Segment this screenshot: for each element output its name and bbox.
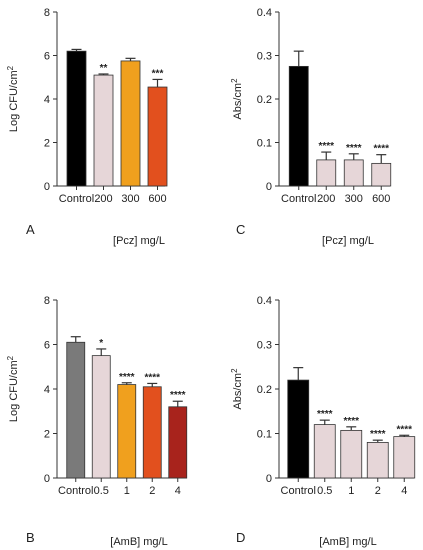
panel-b-x-tick-label: 4	[175, 485, 181, 497]
panel-a-x-tick-label: Control	[59, 193, 94, 205]
panel-b-y-axis-label: Log CFU/cm2	[6, 355, 21, 422]
panel-d-y-tick-label: 0.1	[257, 429, 272, 441]
panel-b-x-tick-label: 0.5	[94, 485, 109, 497]
panel-d-y-tick-label: 0.2	[257, 384, 272, 396]
panel-c-y-tick-label: 0.3	[257, 51, 272, 63]
panel-b-y-tick-label: 2	[44, 429, 50, 441]
panel-d-bar	[287, 379, 310, 479]
panel-a-bar	[120, 60, 141, 187]
panel-c-letter: C	[236, 222, 245, 237]
panel-c-y-axis-label: Abs/cm2	[230, 78, 245, 120]
panel-a-y-tick-label: 2	[44, 138, 50, 150]
panel-d-x-tick-label: 2	[375, 485, 381, 497]
panel-d-x-tick-label: Control	[281, 485, 316, 497]
panel-d-x-tick-label: 1	[348, 485, 354, 497]
panel-b-y-tick-label: 6	[44, 340, 50, 352]
panel-b-y-tick-label: 0	[44, 473, 50, 485]
panel-a-significance-label: ***	[152, 68, 164, 79]
panel-b-letter: B	[26, 530, 35, 545]
panel-b-plot: 0 2 4 6 8 Log CFU/cm2 Control * 0.5 **** 1 **** 2 ***…	[6, 295, 188, 497]
panel-b-x-tick-label: Control	[58, 485, 93, 497]
panel-a-x-tick-label: 300	[121, 193, 139, 205]
panel-a-x-tick-label: 600	[148, 193, 166, 205]
panel-b-y-axis-label-sup: 2	[6, 355, 15, 360]
panel-c-y-tick-label: 0.4	[257, 7, 272, 19]
panel-d-significance-label: ****	[370, 429, 386, 440]
panel-c-bar	[343, 159, 364, 187]
panel-b-bar	[168, 406, 188, 479]
panel-d-y-axis-label: Abs/cm2	[230, 368, 245, 410]
panel-d-xlabel: [AmB] mg/L	[319, 536, 376, 548]
panel-a-bar	[66, 50, 87, 187]
panel-d-y-axis-label-sup: 2	[230, 368, 239, 373]
panel-c-significance-label: ****	[373, 144, 389, 155]
panel-b-significance-label: ****	[144, 372, 160, 383]
panel-d-letter: D	[236, 530, 245, 545]
panel-c: 0 0.1 0.2 0.3 0.4 Abs/cm2 Control **** 200 **** 30…	[230, 7, 392, 247]
panel-d-bar	[366, 441, 389, 479]
panel-b-x-tick-label: 1	[124, 485, 130, 497]
panel-b-significance-label: *	[99, 338, 103, 349]
panel-a-y-tick-label: 0	[44, 181, 50, 193]
panel-a-y-tick-label: 4	[44, 94, 50, 106]
panel-d-y-tick-label: 0	[266, 473, 272, 485]
panel-b-y-tick-label: 4	[44, 384, 50, 396]
panel-c-bar	[371, 162, 392, 187]
panel-b-bar	[117, 384, 137, 479]
panel-c-y-tick-label: 0.2	[257, 94, 272, 106]
panel-a-y-tick-label: 6	[44, 51, 50, 63]
panel-d-bar	[340, 429, 363, 479]
panel-c-significance-label: ****	[346, 143, 362, 154]
panel-c-y-tick-label: 0.1	[257, 138, 272, 150]
panel-c-y-tick-label: 0	[266, 181, 272, 193]
panel-d-significance-label: ****	[396, 424, 412, 435]
panel-b-bar	[66, 341, 86, 479]
panel-d-bar	[313, 424, 336, 479]
panel-c-plot: 0 0.1 0.2 0.3 0.4 Abs/cm2 Control **** 200 **** 30…	[230, 7, 392, 205]
panel-d-x-tick-label: 0.5	[317, 485, 332, 497]
panel-b-y-tick-label: 8	[44, 295, 50, 307]
panel-c-x-tick-label: Control	[281, 193, 316, 205]
panel-b-x-tick-label: 2	[149, 485, 155, 497]
panel-b-bar	[91, 355, 111, 479]
panel-d-plot: 0 0.1 0.2 0.3 0.4 Abs/cm2 Control **** 0.5 **** 1 *…	[230, 295, 416, 497]
panel-d: 0 0.1 0.2 0.3 0.4 Abs/cm2 Control **** 0.5 **** 1 *…	[230, 295, 416, 548]
panel-a: 0 2 4 6 8 Log CFU/cm2 Control ** 200 300 *** 600 [P…	[6, 7, 168, 247]
panel-d-bar	[393, 436, 416, 479]
panel-b-significance-label: ****	[170, 390, 186, 401]
panel-a-x-tick-label: 200	[94, 193, 112, 205]
panel-b-xlabel: [AmB] mg/L	[110, 536, 167, 548]
panel-d-x-tick-label: 4	[401, 485, 407, 497]
panel-b: 0 2 4 6 8 Log CFU/cm2 Control * 0.5 **** 1 **** 2 ***…	[6, 295, 188, 548]
panel-a-y-axis-label-sup: 2	[6, 65, 15, 70]
panel-a-bar	[147, 86, 168, 187]
panel-d-significance-label: ****	[317, 409, 333, 420]
panel-c-xlabel: [Pcz] mg/L	[322, 235, 374, 247]
panel-c-y-axis-label-sup: 2	[230, 78, 239, 83]
panel-c-x-tick-label: 600	[372, 193, 390, 205]
panel-a-letter: A	[26, 222, 35, 237]
panel-d-significance-label: ****	[343, 416, 359, 427]
panel-c-x-tick-label: 200	[317, 193, 335, 205]
panel-c-significance-label: ****	[318, 141, 334, 152]
panel-c-bar	[288, 65, 309, 187]
panel-d-y-tick-label: 0.4	[257, 295, 272, 307]
panel-b-bar	[142, 386, 162, 479]
panel-a-y-tick-label: 8	[44, 7, 50, 19]
panel-b-significance-label: ****	[119, 372, 135, 383]
panel-a-y-axis-label: Log CFU/cm2	[6, 65, 21, 132]
panel-c-bar	[316, 159, 337, 187]
panel-c-x-tick-label: 300	[345, 193, 363, 205]
panel-d-y-tick-label: 0.3	[257, 340, 272, 352]
panel-a-plot: 0 2 4 6 8 Log CFU/cm2 Control ** 200 300 *** 600	[6, 7, 168, 205]
panel-a-xlabel: [Pcz] mg/L	[113, 235, 165, 247]
panel-a-bar	[93, 74, 114, 187]
panel-a-significance-label: **	[100, 63, 108, 74]
